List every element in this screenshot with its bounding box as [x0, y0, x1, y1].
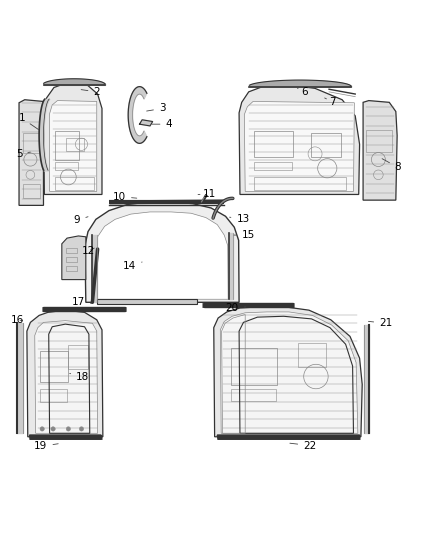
Polygon shape: [29, 435, 101, 439]
Text: 19: 19: [34, 441, 58, 451]
Bar: [254, 161, 292, 171]
Text: 15: 15: [234, 230, 255, 240]
Text: 13: 13: [230, 214, 250, 224]
Text: 5: 5: [16, 149, 30, 159]
Bar: [40, 389, 67, 402]
Bar: [297, 343, 326, 367]
Polygon shape: [62, 236, 86, 280]
Text: 1: 1: [18, 113, 39, 130]
Polygon shape: [27, 310, 103, 437]
Bar: [231, 348, 277, 385]
Bar: [66, 248, 77, 253]
Polygon shape: [17, 323, 22, 433]
Polygon shape: [85, 202, 239, 302]
Polygon shape: [110, 200, 223, 204]
Polygon shape: [204, 303, 293, 307]
Bar: [97, 299, 197, 304]
Text: 11: 11: [198, 189, 216, 199]
Text: 4: 4: [152, 119, 172, 129]
Circle shape: [40, 427, 44, 431]
Text: 18: 18: [70, 372, 89, 382]
Circle shape: [51, 427, 55, 431]
Circle shape: [79, 427, 84, 431]
Text: 3: 3: [147, 103, 166, 114]
Text: 17: 17: [72, 297, 92, 308]
Bar: [55, 177, 94, 190]
Bar: [366, 130, 392, 152]
Polygon shape: [220, 312, 358, 433]
Bar: [22, 133, 40, 153]
Polygon shape: [244, 101, 354, 191]
Bar: [66, 265, 77, 271]
Text: 10: 10: [113, 192, 137, 201]
Text: 22: 22: [290, 440, 316, 450]
Text: 7: 7: [325, 97, 336, 107]
Text: 9: 9: [74, 215, 88, 225]
Text: 21: 21: [368, 318, 392, 328]
Bar: [22, 184, 40, 198]
Polygon shape: [49, 101, 97, 191]
Text: 12: 12: [81, 246, 95, 256]
Bar: [40, 351, 68, 382]
Polygon shape: [363, 101, 397, 200]
Bar: [68, 345, 88, 369]
Polygon shape: [217, 435, 360, 439]
Polygon shape: [364, 326, 369, 433]
Polygon shape: [239, 85, 360, 195]
Bar: [55, 131, 79, 159]
Polygon shape: [140, 120, 152, 126]
Polygon shape: [35, 321, 98, 433]
Text: 6: 6: [297, 87, 307, 97]
Bar: [55, 161, 78, 171]
Text: 2: 2: [81, 87, 100, 97]
Bar: [231, 389, 276, 401]
Text: 14: 14: [123, 261, 142, 271]
Bar: [254, 131, 293, 157]
Bar: [66, 257, 77, 262]
Text: 20: 20: [226, 303, 246, 313]
Polygon shape: [43, 82, 102, 195]
Polygon shape: [128, 87, 147, 143]
Circle shape: [66, 427, 71, 431]
Bar: [254, 177, 346, 190]
Text: 8: 8: [382, 159, 401, 172]
Polygon shape: [214, 306, 362, 437]
Text: 16: 16: [11, 315, 24, 325]
Polygon shape: [95, 212, 228, 299]
Bar: [66, 138, 84, 151]
Bar: [311, 133, 341, 157]
Polygon shape: [43, 307, 125, 311]
Polygon shape: [19, 100, 43, 205]
